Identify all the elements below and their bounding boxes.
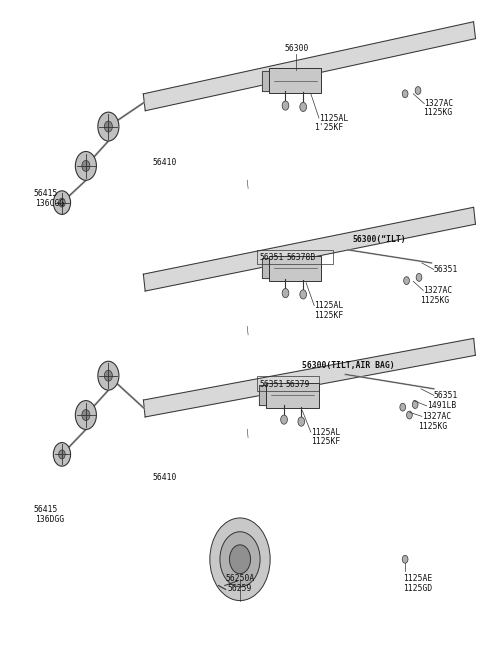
Polygon shape [262, 71, 269, 91]
Text: 1125KF: 1125KF [311, 438, 340, 446]
Text: 56410: 56410 [153, 158, 177, 167]
Text: 56351: 56351 [259, 253, 284, 262]
Text: 56351: 56351 [259, 380, 284, 389]
Text: 1125KG: 1125KG [420, 296, 449, 305]
Text: 1491LB: 1491LB [427, 401, 456, 411]
Polygon shape [144, 338, 475, 417]
Circle shape [407, 411, 412, 419]
Circle shape [229, 545, 251, 574]
Circle shape [298, 417, 305, 426]
Circle shape [82, 409, 90, 420]
Text: 1327AC: 1327AC [424, 99, 454, 108]
Polygon shape [259, 386, 266, 405]
Text: 1327AC: 1327AC [422, 412, 451, 421]
Bar [266, 383, 319, 408]
Circle shape [210, 518, 270, 600]
Circle shape [75, 401, 96, 430]
Text: 56351: 56351 [434, 391, 458, 400]
Text: 1125KG: 1125KG [423, 108, 453, 118]
Text: 56410: 56410 [153, 474, 177, 482]
Text: 1125AL: 1125AL [314, 301, 343, 310]
Circle shape [402, 90, 408, 98]
Text: 1125AL: 1125AL [319, 114, 348, 123]
Text: 136CGG: 136CGG [35, 199, 64, 208]
Text: 56300(“ILT): 56300(“ILT) [352, 235, 406, 244]
Text: 56259: 56259 [228, 584, 252, 593]
Text: 56415: 56415 [33, 189, 58, 198]
Circle shape [282, 288, 289, 298]
Bar [269, 68, 322, 93]
Polygon shape [262, 258, 269, 278]
Circle shape [59, 198, 65, 207]
Circle shape [412, 401, 418, 409]
Circle shape [82, 160, 90, 171]
Circle shape [300, 102, 307, 112]
Text: 56415: 56415 [33, 505, 58, 514]
Circle shape [415, 87, 421, 95]
Text: 56250A: 56250A [226, 574, 254, 583]
Text: 1125KF: 1125KF [314, 311, 343, 320]
Text: 136DGG: 136DGG [35, 515, 64, 524]
Circle shape [53, 443, 71, 466]
Text: 1125GD: 1125GD [403, 584, 432, 593]
Text: 56378B: 56378B [287, 253, 316, 262]
Circle shape [59, 450, 65, 459]
Circle shape [53, 191, 71, 214]
Bar [269, 256, 322, 281]
Text: 1125AL: 1125AL [311, 428, 340, 437]
Text: 1125AE: 1125AE [403, 574, 432, 583]
Text: 1327AC: 1327AC [423, 286, 453, 295]
Text: 56379: 56379 [286, 380, 310, 389]
Circle shape [282, 101, 289, 110]
Text: 1'25KF: 1'25KF [314, 124, 343, 132]
Circle shape [404, 277, 409, 284]
Text: 56351: 56351 [434, 265, 458, 274]
Text: 56300: 56300 [284, 44, 309, 53]
Circle shape [104, 371, 112, 381]
Circle shape [98, 112, 119, 141]
Circle shape [98, 361, 119, 390]
Circle shape [402, 555, 408, 563]
Circle shape [300, 290, 307, 299]
Polygon shape [144, 22, 476, 111]
Text: 56300(TILT,AIR BAG): 56300(TILT,AIR BAG) [302, 361, 395, 370]
Text: 1125KG: 1125KG [418, 422, 447, 432]
Circle shape [400, 403, 406, 411]
Circle shape [220, 532, 260, 587]
Circle shape [104, 121, 112, 132]
Circle shape [75, 152, 96, 180]
Circle shape [416, 273, 422, 281]
Circle shape [281, 415, 288, 424]
Polygon shape [144, 208, 475, 291]
